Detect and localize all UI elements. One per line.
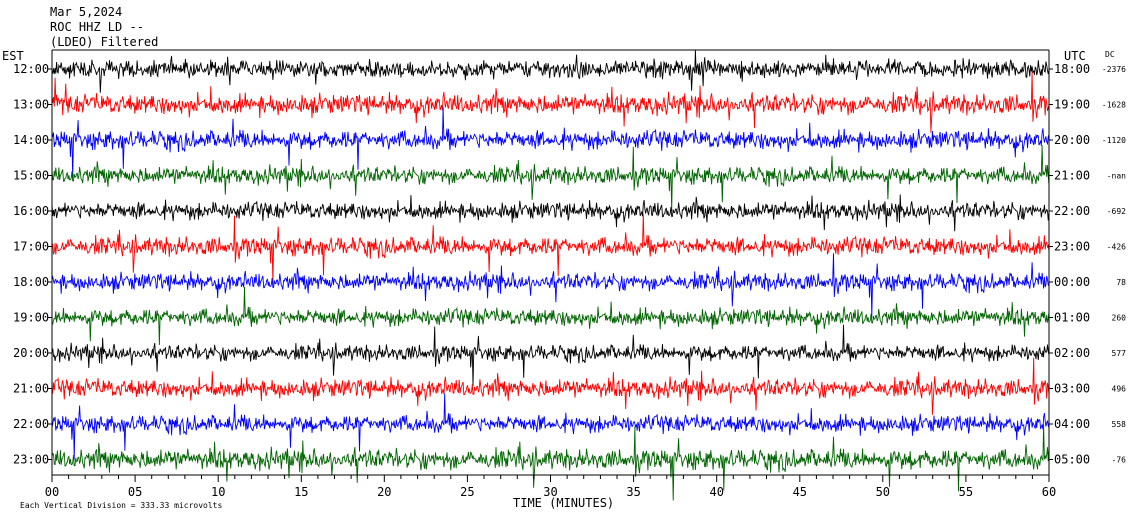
station-label: ROC HHZ LD -- [50,20,144,34]
trace-1300 [51,71,1050,133]
utc-hour-label: 05:00 [1054,453,1090,467]
est-hour-label: 23:00 [13,453,49,467]
x-axis-title: TIME (MINUTES) [513,496,614,510]
row-label-layer: 12:00 18:00 -2376 13:00 19:00 -1628 14:00 20:00… [13,62,1126,467]
utc-hour-label: 01:00 [1054,311,1090,325]
utc-hour-label: 22:00 [1054,204,1090,218]
est-hour-label: 14:00 [13,133,49,147]
dc-offset-value: -2376 [1102,65,1126,74]
utc-axis-label: UTC [1064,49,1086,63]
trace-2200 [51,393,1050,460]
x-tick-label: 00 [45,485,59,499]
dc-offset-value: 260 [1112,314,1127,323]
utc-hour-label: 03:00 [1054,382,1090,396]
filter-label: (LDEO) Filtered [50,35,158,49]
x-tick-label: 05 [128,485,142,499]
utc-hour-label: 23:00 [1054,240,1090,254]
utc-hour-label: 04:00 [1054,417,1090,431]
utc-hour-label: 21:00 [1054,169,1090,183]
est-hour-label: 16:00 [13,204,49,218]
est-hour-label: 19:00 [13,311,49,325]
x-tick-label: 55 [959,485,973,499]
x-tick-label: 25 [460,485,474,499]
est-hour-label: 13:00 [13,98,49,112]
est-hour-label: 21:00 [13,382,49,396]
x-tick-label: 50 [876,485,890,499]
x-tick-label: 35 [626,485,640,499]
x-tick-label: 40 [709,485,723,499]
trace-layer [51,50,1050,501]
dc-offset-value: 496 [1112,385,1127,394]
dc-offset-value: -1628 [1102,101,1126,110]
trace-1800 [51,253,1050,318]
dc-offset-value: -692 [1107,207,1126,216]
trace-1900 [51,286,1050,346]
dc-column-label: DC [1105,50,1115,59]
utc-hour-label: 18:00 [1054,62,1090,76]
scale-note: Each Vertical Division = 333.33 microvol… [20,501,222,510]
dc-offset-value: -nan [1107,172,1126,181]
est-hour-label: 20:00 [13,346,49,360]
utc-hour-label: 20:00 [1054,133,1090,147]
x-tick-label: 60 [1042,485,1056,499]
x-tick-label: 30 [543,485,557,499]
trace-1700 [51,213,1050,285]
est-axis-label: EST [2,49,24,63]
trace-1600 [51,194,1050,232]
trace-2100 [51,357,1050,415]
dc-offset-value: 577 [1112,349,1127,358]
est-hour-label: 17:00 [13,240,49,254]
utc-hour-label: 19:00 [1054,98,1090,112]
est-hour-label: 15:00 [13,169,49,183]
x-tick-label: 10 [211,485,225,499]
trace-1200 [51,50,1050,93]
dc-offset-value: -76 [1112,456,1127,465]
x-tick-label: 20 [377,485,391,499]
est-hour-label: 22:00 [13,417,49,431]
chart-date: Mar 5,2024 [50,5,122,19]
utc-hour-label: 00:00 [1054,275,1090,289]
x-tick-label: 45 [793,485,807,499]
dc-offset-value: 558 [1112,420,1127,429]
est-hour-label: 12:00 [13,62,49,76]
dc-offset-value: 78 [1116,278,1126,287]
utc-hour-label: 02:00 [1054,346,1090,360]
trace-1400 [51,107,1050,179]
trace-2000 [51,324,1050,386]
est-hour-label: 18:00 [13,275,49,289]
x-tick-layer: 00 05 10 15 20 25 30 35 40 45 50 55 60 [45,475,1056,499]
dc-offset-value: -1120 [1102,136,1126,145]
trace-1500 [51,144,1050,212]
dc-offset-value: -426 [1107,243,1126,252]
trace-2300 [51,424,1050,501]
x-tick-label: 15 [294,485,308,499]
